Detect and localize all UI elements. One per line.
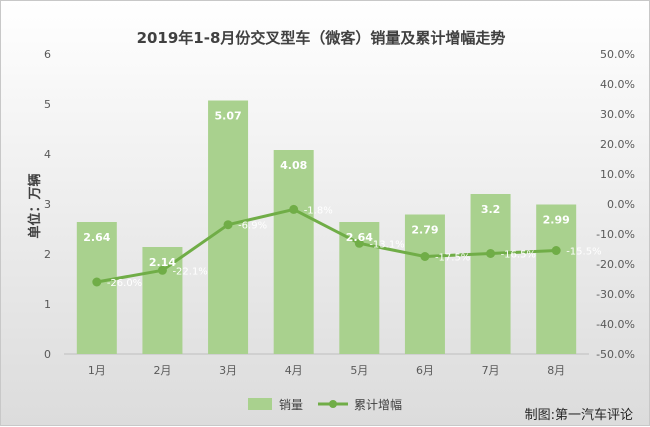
x-tick-label: 2月 (153, 364, 171, 377)
legend-label: 累计增幅 (354, 397, 402, 412)
y2-tick-label: -20.0% (596, 258, 635, 271)
y-tick-label: 4 (44, 148, 51, 161)
y2-tick-label: -40.0% (596, 318, 635, 331)
y-tick-label: 3 (44, 198, 51, 211)
y-tick-label: 6 (44, 48, 51, 61)
bar-data-label: 4.08 (280, 159, 307, 172)
x-tick-label: 5月 (350, 364, 368, 377)
bar (470, 194, 511, 354)
y2-tick-label: -30.0% (596, 288, 635, 301)
legend-swatch-bar (248, 398, 272, 410)
line-point (486, 249, 496, 258)
credit-text: 制图:第一汽车评论 (525, 407, 633, 423)
y2-tick-label: 40.0% (600, 78, 635, 91)
labels-layer: 2.64 2.14 5.07 4.08 2.64 2.79 3.2 2.99 -26.0% -22… (83, 110, 601, 290)
y-tick-label: 1 (44, 298, 51, 311)
bars-layer (76, 100, 577, 354)
line-point (420, 252, 430, 261)
bar (76, 222, 117, 354)
y2-tick-label: -10.0% (596, 228, 635, 241)
legend-swatch-marker (329, 400, 337, 408)
y2-tick-label: 0.0% (607, 198, 635, 211)
chart-title: 2019年1-8月份交叉型车（微客）销量及累计增幅走势 (137, 29, 506, 47)
bar-data-label: 2.79 (411, 224, 438, 237)
y2-tick-label: 30.0% (600, 108, 635, 121)
line-data-label: -26.0% (107, 278, 142, 289)
bar (536, 204, 577, 354)
x-tick-label: 6月 (416, 364, 434, 377)
line-point (157, 265, 167, 275)
line-point (551, 246, 561, 255)
x-tick-label: 4月 (285, 364, 303, 377)
y-tick-label: 0 (44, 348, 51, 361)
bar-data-label: 2.64 (83, 231, 110, 244)
line-layer (92, 204, 561, 287)
bar (404, 214, 445, 354)
y2-tick-label: 20.0% (600, 138, 635, 151)
line-data-label: -22.1% (172, 266, 207, 277)
y-tick-label: 5 (44, 98, 51, 111)
y2-tick-label: -50.0% (596, 348, 635, 361)
bar (142, 247, 183, 354)
line-data-label: -1.8% (304, 205, 333, 216)
x-tick-label: 1月 (88, 364, 106, 377)
growth-series-line (96, 207, 557, 284)
bar-data-label: 2.14 (149, 256, 176, 269)
line-point (354, 238, 364, 248)
y2-tick-label: 50.0% (600, 48, 635, 61)
line-data-label: -6.9% (238, 221, 267, 232)
y2-tick-label: 10.0% (600, 168, 635, 181)
x-tick-label: 8月 (547, 364, 565, 377)
bar-data-label: 3.2 (481, 203, 501, 216)
line-point (223, 220, 233, 230)
y-axis-label: 单位：万辆 (27, 173, 43, 238)
x-tick-label: 7月 (482, 364, 500, 377)
line-data-label: -17.5% (435, 253, 470, 264)
legend-label: 销量 (279, 398, 303, 412)
line-point (92, 277, 102, 287)
line-data-label: -13.1% (369, 239, 404, 250)
y-tick-label: 2 (44, 248, 51, 261)
bar-data-label: 2.99 (543, 214, 570, 227)
x-tick-label: 3月 (219, 364, 237, 377)
line-data-label: -16.5% (501, 250, 536, 261)
legend: 销量 累计增幅 (248, 397, 402, 412)
line-point (289, 204, 299, 214)
bar-data-label: 5.07 (214, 110, 241, 123)
axes-layer: 0 1 2 3 4 5 6 -50.0% -40.0% -30.0% -20.0% -10.0% 0.0… (44, 48, 635, 377)
line-data-label: -15.5% (566, 247, 601, 258)
bar-data-label: 2.64 (346, 231, 373, 244)
bar (273, 150, 314, 354)
